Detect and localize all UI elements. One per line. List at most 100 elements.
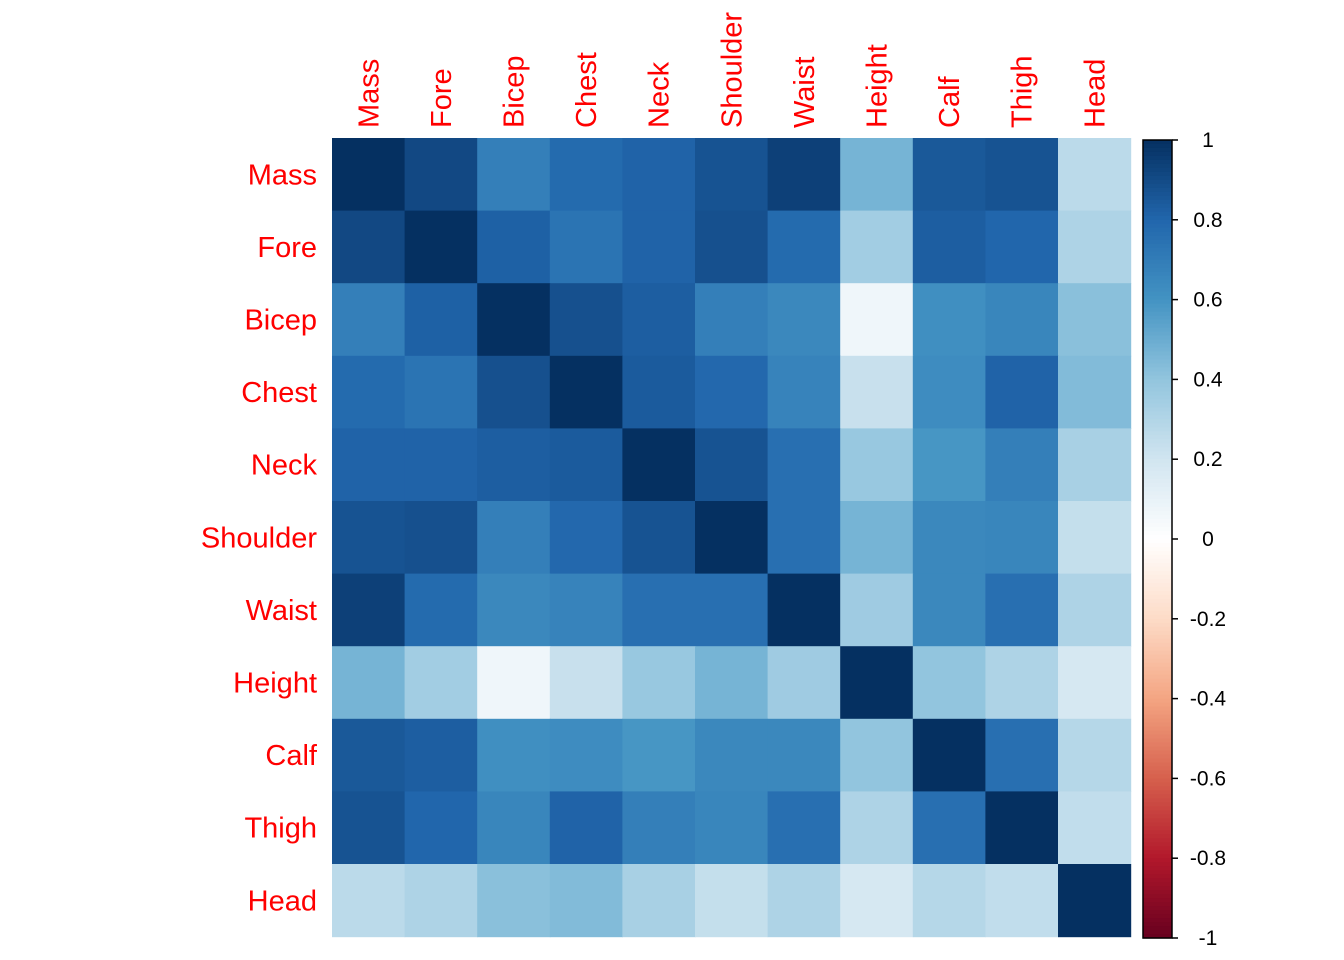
colorbar-band bbox=[1143, 159, 1172, 165]
heatmap-cell-chest-shoulder bbox=[695, 355, 769, 429]
colorbar-band bbox=[1143, 479, 1172, 484]
colorbar-band bbox=[1143, 503, 1172, 508]
colorbar-band bbox=[1143, 790, 1172, 795]
colorbar-band bbox=[1143, 375, 1172, 380]
heatmap-cell-head-bicep bbox=[477, 864, 551, 938]
colorbar-band bbox=[1143, 535, 1172, 540]
colorbar-band bbox=[1143, 487, 1172, 492]
heatmap-cell-height-thigh bbox=[985, 646, 1059, 720]
colorbar-band bbox=[1143, 447, 1172, 452]
heatmap-cell-calf-head bbox=[1058, 718, 1132, 792]
heatmap-cell-mass-shoulder bbox=[695, 138, 769, 212]
colorbar-band bbox=[1143, 638, 1172, 644]
heatmap-cell-thigh-waist bbox=[767, 791, 841, 865]
colorbar-band bbox=[1143, 451, 1172, 456]
colorbar-band bbox=[1143, 399, 1172, 404]
heatmap-cell-thigh-calf bbox=[912, 791, 986, 865]
colorbar-band bbox=[1143, 682, 1172, 688]
colorbar-band bbox=[1143, 431, 1172, 436]
colorbar-band bbox=[1143, 283, 1172, 289]
heatmap-cell-fore-chest bbox=[549, 210, 623, 284]
heatmap-cell-thigh-thigh bbox=[985, 791, 1059, 865]
heatmap-cell-neck-shoulder bbox=[695, 428, 769, 502]
colorbar-band bbox=[1143, 183, 1172, 189]
column-label-chest: Chest bbox=[571, 52, 603, 128]
heatmap-cell-chest-thigh bbox=[985, 355, 1059, 429]
colorbar-band bbox=[1143, 475, 1172, 480]
heatmap-cell-shoulder-calf bbox=[912, 501, 986, 575]
row-label-mass: Mass bbox=[248, 159, 317, 191]
heatmap-cell-shoulder-chest bbox=[549, 501, 623, 575]
colorbar-band bbox=[1143, 686, 1172, 692]
heatmap-cell-bicep-bicep bbox=[477, 283, 551, 357]
colorbar-band bbox=[1143, 403, 1172, 408]
heatmap-cell-mass-neck bbox=[622, 138, 696, 212]
heatmap-cell-bicep-thigh bbox=[985, 283, 1059, 357]
colorbar-band bbox=[1143, 806, 1172, 811]
colorbar-band bbox=[1143, 311, 1172, 317]
colorbar-band bbox=[1143, 582, 1172, 588]
colorbar-band bbox=[1143, 455, 1172, 460]
heatmap-cell-neck-waist bbox=[767, 428, 841, 502]
colorbar-band bbox=[1143, 666, 1172, 672]
heatmap-cell-shoulder-mass bbox=[332, 501, 406, 575]
colorbar-band bbox=[1143, 335, 1172, 341]
colorbar-band bbox=[1143, 610, 1172, 616]
heatmap-cell-neck-bicep bbox=[477, 428, 551, 502]
colorbar-band bbox=[1143, 570, 1172, 576]
colorbar-band bbox=[1143, 862, 1172, 867]
colorbar-band bbox=[1143, 415, 1172, 420]
heatmap-cell-bicep-fore bbox=[404, 283, 478, 357]
heatmap-cell-chest-fore bbox=[404, 355, 478, 429]
colorbar-band bbox=[1143, 562, 1172, 568]
colorbar-band bbox=[1143, 814, 1172, 819]
colorbar-band bbox=[1143, 467, 1172, 472]
colorbar-band bbox=[1143, 391, 1172, 396]
colorbar-band bbox=[1143, 351, 1172, 357]
heatmap-cell-mass-bicep bbox=[477, 138, 551, 212]
colorbar-band bbox=[1143, 782, 1172, 787]
colorbar-band bbox=[1143, 658, 1172, 664]
colorbar-tick-label: 0.6 bbox=[1193, 289, 1222, 312]
heatmap-cell-chest-waist bbox=[767, 355, 841, 429]
row-labels: Mass Fore Bicep Chest Neck Shoulder Waist Heigh… bbox=[201, 159, 318, 917]
colorbar-band bbox=[1143, 407, 1172, 412]
colorbar-band bbox=[1143, 918, 1172, 923]
colorbar-band bbox=[1143, 523, 1172, 528]
colorbar-band bbox=[1143, 842, 1172, 847]
colorbar-band bbox=[1143, 140, 1172, 145]
colorbar-band bbox=[1143, 427, 1172, 432]
column-label-bicep: Bicep bbox=[499, 55, 531, 128]
colorbar-band bbox=[1143, 387, 1172, 392]
colorbar-band bbox=[1143, 515, 1172, 520]
row-label-neck: Neck bbox=[251, 450, 318, 482]
heatmap-cell-head-chest bbox=[549, 864, 623, 938]
colorbar-band bbox=[1143, 439, 1172, 444]
heatmap-cell-bicep-neck bbox=[622, 283, 696, 357]
colorbar-band bbox=[1143, 383, 1172, 388]
colorbar-band bbox=[1143, 187, 1172, 193]
heatmap-cell-mass-thigh bbox=[985, 138, 1059, 212]
colorbar-band bbox=[1143, 858, 1172, 863]
colorbar-band bbox=[1143, 347, 1172, 353]
colorbar-band bbox=[1143, 766, 1172, 772]
heatmap-cell-chest-neck bbox=[622, 355, 696, 429]
colorbar-band bbox=[1143, 471, 1172, 476]
heatmap-cell-waist-calf bbox=[912, 573, 986, 647]
heatmap-cell-calf-mass bbox=[332, 718, 406, 792]
colorbar-band bbox=[1143, 758, 1172, 764]
heatmap-cell-height-chest bbox=[549, 646, 623, 720]
row-label-bicep: Bicep bbox=[244, 305, 317, 337]
heatmap-cell-height-height bbox=[840, 646, 914, 720]
heatmap-cell-waist-mass bbox=[332, 573, 406, 647]
colorbar-band bbox=[1143, 542, 1172, 548]
row-label-calf: Calf bbox=[265, 740, 318, 772]
row-label-shoulder: Shoulder bbox=[201, 522, 317, 554]
colorbar-band bbox=[1143, 838, 1172, 843]
heatmap-cell-shoulder-thigh bbox=[985, 501, 1059, 575]
colorbar-band bbox=[1143, 854, 1172, 859]
heatmap-cell-height-mass bbox=[332, 646, 406, 720]
heatmap-cell-head-calf bbox=[912, 864, 986, 938]
colorbar-band bbox=[1143, 798, 1172, 803]
heatmap-cell-fore-neck bbox=[622, 210, 696, 284]
